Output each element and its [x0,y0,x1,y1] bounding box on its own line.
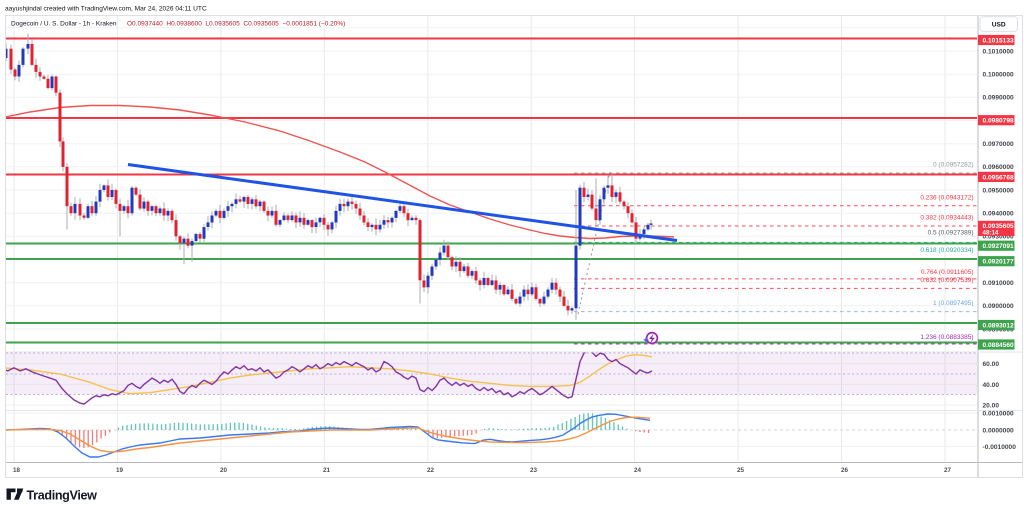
svg-text:40.00: 40.00 [983,382,1000,389]
svg-text:O0.0937440 H0.0938600 L0.093: O0.0937440 H0.0938600 L0.0935605 C0.0935… [127,21,345,28]
svg-text:0.0900000: 0.0900000 [983,303,1015,310]
svg-text:0.0970000: 0.0970000 [983,141,1015,148]
svg-text:0.5 (0.0927389): 0.5 (0.0927389) [928,230,974,237]
svg-text:0.236 (0.0943172): 0.236 (0.0943172) [920,194,973,201]
svg-text:0.0935605: 0.0935605 [983,223,1015,230]
svg-text:0 (0.0957282): 0 (0.0957282) [933,162,973,169]
svg-text:26: 26 [841,467,849,474]
svg-text:0.0980798: 0.0980798 [983,118,1015,125]
svg-text:0.0956768: 0.0956768 [983,174,1015,181]
svg-text:1.236 (0.0883385): 1.236 (0.0883385) [920,334,973,341]
svg-text:0.382 (0.0934443): 0.382 (0.0934443) [920,215,973,222]
svg-text:24: 24 [634,467,642,474]
svg-text:0.0000000: 0.0000000 [983,427,1015,434]
svg-text:20: 20 [220,467,228,474]
svg-text:0.764 (0.0911605): 0.764 (0.0911605) [921,269,974,276]
svg-text:0.0910000: 0.0910000 [983,280,1015,287]
svg-text:48:14: 48:14 [983,230,999,237]
svg-text:0.618 (0.0920334): 0.618 (0.0920334) [920,247,973,254]
svg-text:-0.0010000: -0.0010000 [983,444,1017,451]
svg-text:0.1015133: 0.1015133 [983,37,1015,44]
svg-text:18: 18 [13,467,21,474]
svg-text:0.0940000: 0.0940000 [983,211,1015,218]
svg-text:0.0990000: 0.0990000 [983,95,1015,102]
svg-text:USD: USD [992,22,1006,29]
svg-text:Dogecoin / U. S. Dollar - 1h -: Dogecoin / U. S. Dollar - 1h - Kraken [11,21,117,28]
svg-text:21: 21 [323,467,331,474]
svg-text:aayushjindal created with Trad: aayushjindal created with TradingView.co… [5,6,207,13]
svg-text:27: 27 [944,467,952,474]
svg-text:0.0920177: 0.0920177 [983,259,1015,266]
svg-text:0.0960000: 0.0960000 [983,164,1015,171]
svg-text:0.0930000: 0.0930000 [983,234,1015,241]
svg-text:0.0893012: 0.0893012 [983,322,1015,329]
svg-text:0.1010000: 0.1010000 [983,48,1015,55]
svg-text:60.00: 60.00 [983,361,1000,368]
svg-text:0.1000000: 0.1000000 [983,72,1015,79]
svg-text:0.0884560: 0.0884560 [983,342,1015,349]
svg-text:23: 23 [530,467,538,474]
svg-text:22: 22 [427,467,435,474]
svg-text:1 (0.0897495): 1 (0.0897495) [933,300,973,307]
svg-text:19: 19 [116,467,124,474]
svg-text:0.0010000: 0.0010000 [983,410,1015,417]
svg-text:TradingView: TradingView [27,489,98,503]
svg-text:0.0927091: 0.0927091 [983,243,1015,250]
svg-text:25: 25 [737,467,745,474]
svg-text:20.00: 20.00 [983,403,1000,410]
svg-text:0.832 (0.0907539): 0.832 (0.0907539) [920,277,973,284]
svg-text:0.0950000: 0.0950000 [983,187,1015,194]
